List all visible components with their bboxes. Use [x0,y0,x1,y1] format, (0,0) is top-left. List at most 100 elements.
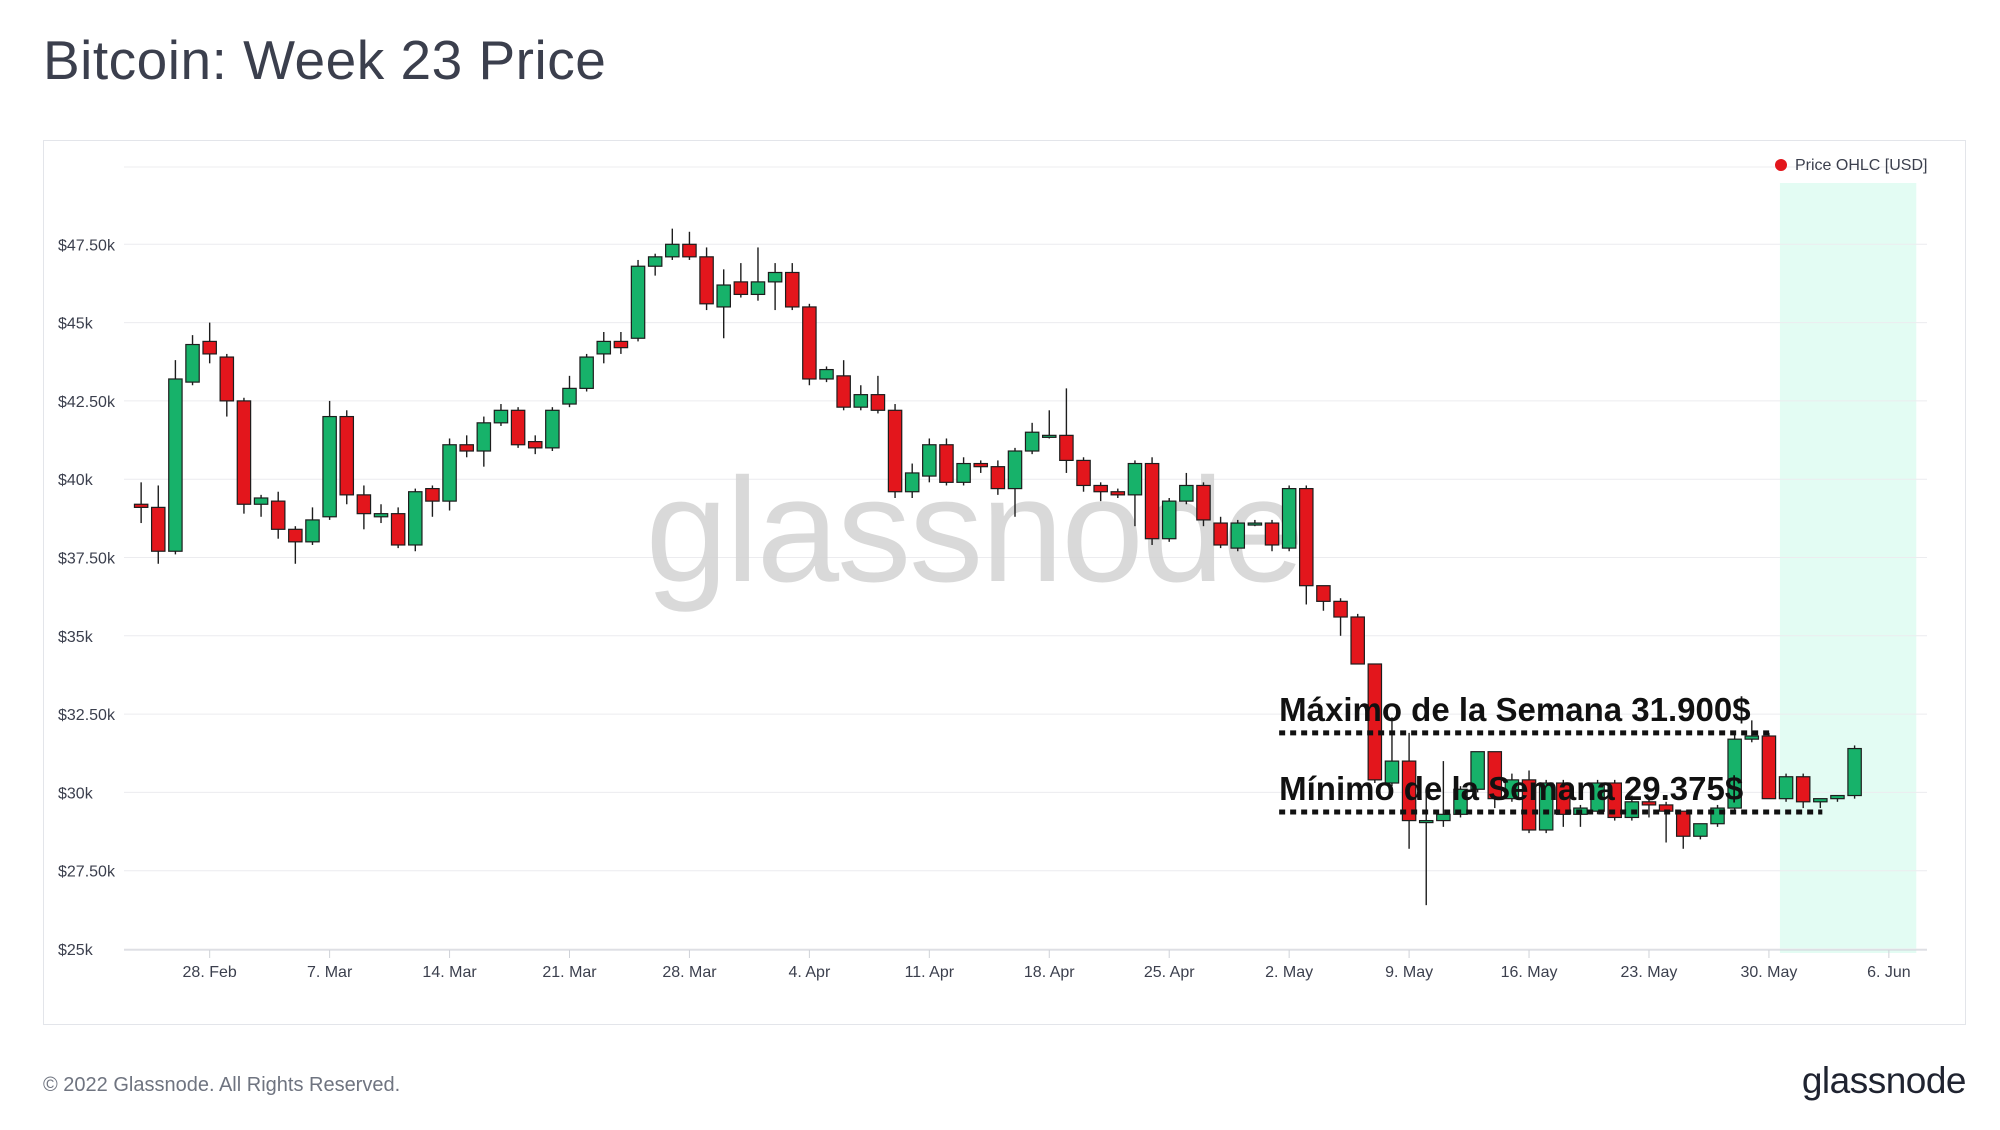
candle[interactable] [1264,519,1280,552]
candle[interactable] [322,400,337,520]
chart-legend[interactable]: Price OHLC [USD] [1775,157,1927,174]
candle[interactable] [1710,804,1725,827]
candle[interactable] [1230,519,1246,552]
candle[interactable] [202,322,217,364]
candle[interactable] [288,526,303,564]
candle[interactable] [1196,482,1211,527]
candle[interactable] [1041,410,1057,439]
candle[interactable] [1299,485,1314,605]
candle[interactable] [904,463,920,498]
candle[interactable] [1847,745,1862,799]
candle[interactable] [956,457,971,486]
candle[interactable] [973,460,989,473]
candle[interactable] [1470,751,1485,793]
candle[interactable] [1778,773,1794,802]
candle[interactable] [682,231,697,260]
candle[interactable] [133,482,149,524]
candle[interactable] [476,416,492,467]
candle[interactable] [1830,794,1845,802]
candle[interactable] [1401,732,1417,849]
candle[interactable] [750,247,766,301]
candle[interactable] [493,404,509,426]
candle[interactable] [1110,488,1126,498]
candle[interactable] [802,303,817,386]
candle[interactable] [1641,798,1657,818]
candle[interactable] [305,507,320,545]
candle[interactable] [613,331,629,354]
candle[interactable] [596,331,612,364]
candle[interactable] [1367,663,1383,784]
candle[interactable] [1436,761,1451,827]
candle[interactable] [853,385,869,411]
candle[interactable] [185,335,200,386]
candle[interactable] [1350,613,1365,665]
candle[interactable] [1487,751,1503,809]
candle[interactable] [510,407,526,448]
candle[interactable] [1007,447,1023,517]
candle[interactable] [236,397,252,514]
candle[interactable] [527,435,543,455]
candle[interactable] [356,485,372,530]
candle[interactable] [425,485,440,517]
candle[interactable] [1504,773,1520,802]
candle[interactable] [665,228,680,260]
candle[interactable] [1384,717,1400,787]
candle[interactable] [887,404,903,498]
candle[interactable] [1024,422,1040,455]
candle[interactable] [1179,472,1194,505]
candle[interactable] [733,263,749,298]
candle[interactable] [373,504,389,524]
candle[interactable] [1281,485,1297,552]
candle[interactable] [1761,732,1777,800]
candle[interactable] [1744,720,1760,743]
candle[interactable] [1573,804,1588,827]
candle[interactable] [1538,779,1554,834]
candle[interactable] [168,360,183,555]
candle[interactable] [459,435,474,458]
candle[interactable] [870,375,886,414]
candle[interactable] [579,353,594,392]
candle[interactable] [545,407,560,452]
candle[interactable] [1590,779,1605,815]
candle[interactable] [1521,770,1537,834]
candle[interactable] [219,353,235,417]
candle[interactable] [1813,798,1828,809]
candle[interactable] [1693,823,1708,840]
candle[interactable] [408,488,423,552]
candle[interactable] [836,360,851,411]
candle[interactable] [699,247,714,311]
candle[interactable] [1247,519,1263,527]
candle[interactable] [1213,516,1228,549]
candle[interactable] [630,259,646,342]
candle[interactable] [1127,460,1143,527]
candle[interactable] [253,494,269,517]
candle[interactable] [1675,810,1691,849]
candle[interactable] [1556,779,1571,827]
candle[interactable] [562,375,577,408]
candle[interactable] [1076,457,1091,492]
candle[interactable] [1658,801,1674,843]
candle[interactable] [990,460,1006,495]
candle[interactable] [1418,792,1434,906]
candle[interactable] [390,507,406,549]
candle[interactable] [1795,773,1811,809]
candle[interactable] [1727,732,1742,815]
candle[interactable] [270,491,286,539]
candle[interactable] [1316,585,1331,611]
candle[interactable] [647,253,663,276]
candle[interactable] [767,263,783,311]
candle[interactable] [1144,457,1160,545]
candle[interactable] [939,438,954,486]
candle[interactable] [442,438,457,511]
candle[interactable] [1161,497,1177,542]
candle[interactable] [150,485,166,564]
candle[interactable] [339,410,355,505]
candle[interactable] [819,366,834,383]
candle[interactable] [1059,388,1074,473]
candle[interactable] [784,263,800,311]
candle[interactable] [716,269,731,339]
candle[interactable] [922,438,937,483]
candle[interactable] [1333,598,1348,636]
glassnode-logo[interactable]: glassnode [1801,1060,1967,1101]
candle[interactable] [1093,482,1108,502]
